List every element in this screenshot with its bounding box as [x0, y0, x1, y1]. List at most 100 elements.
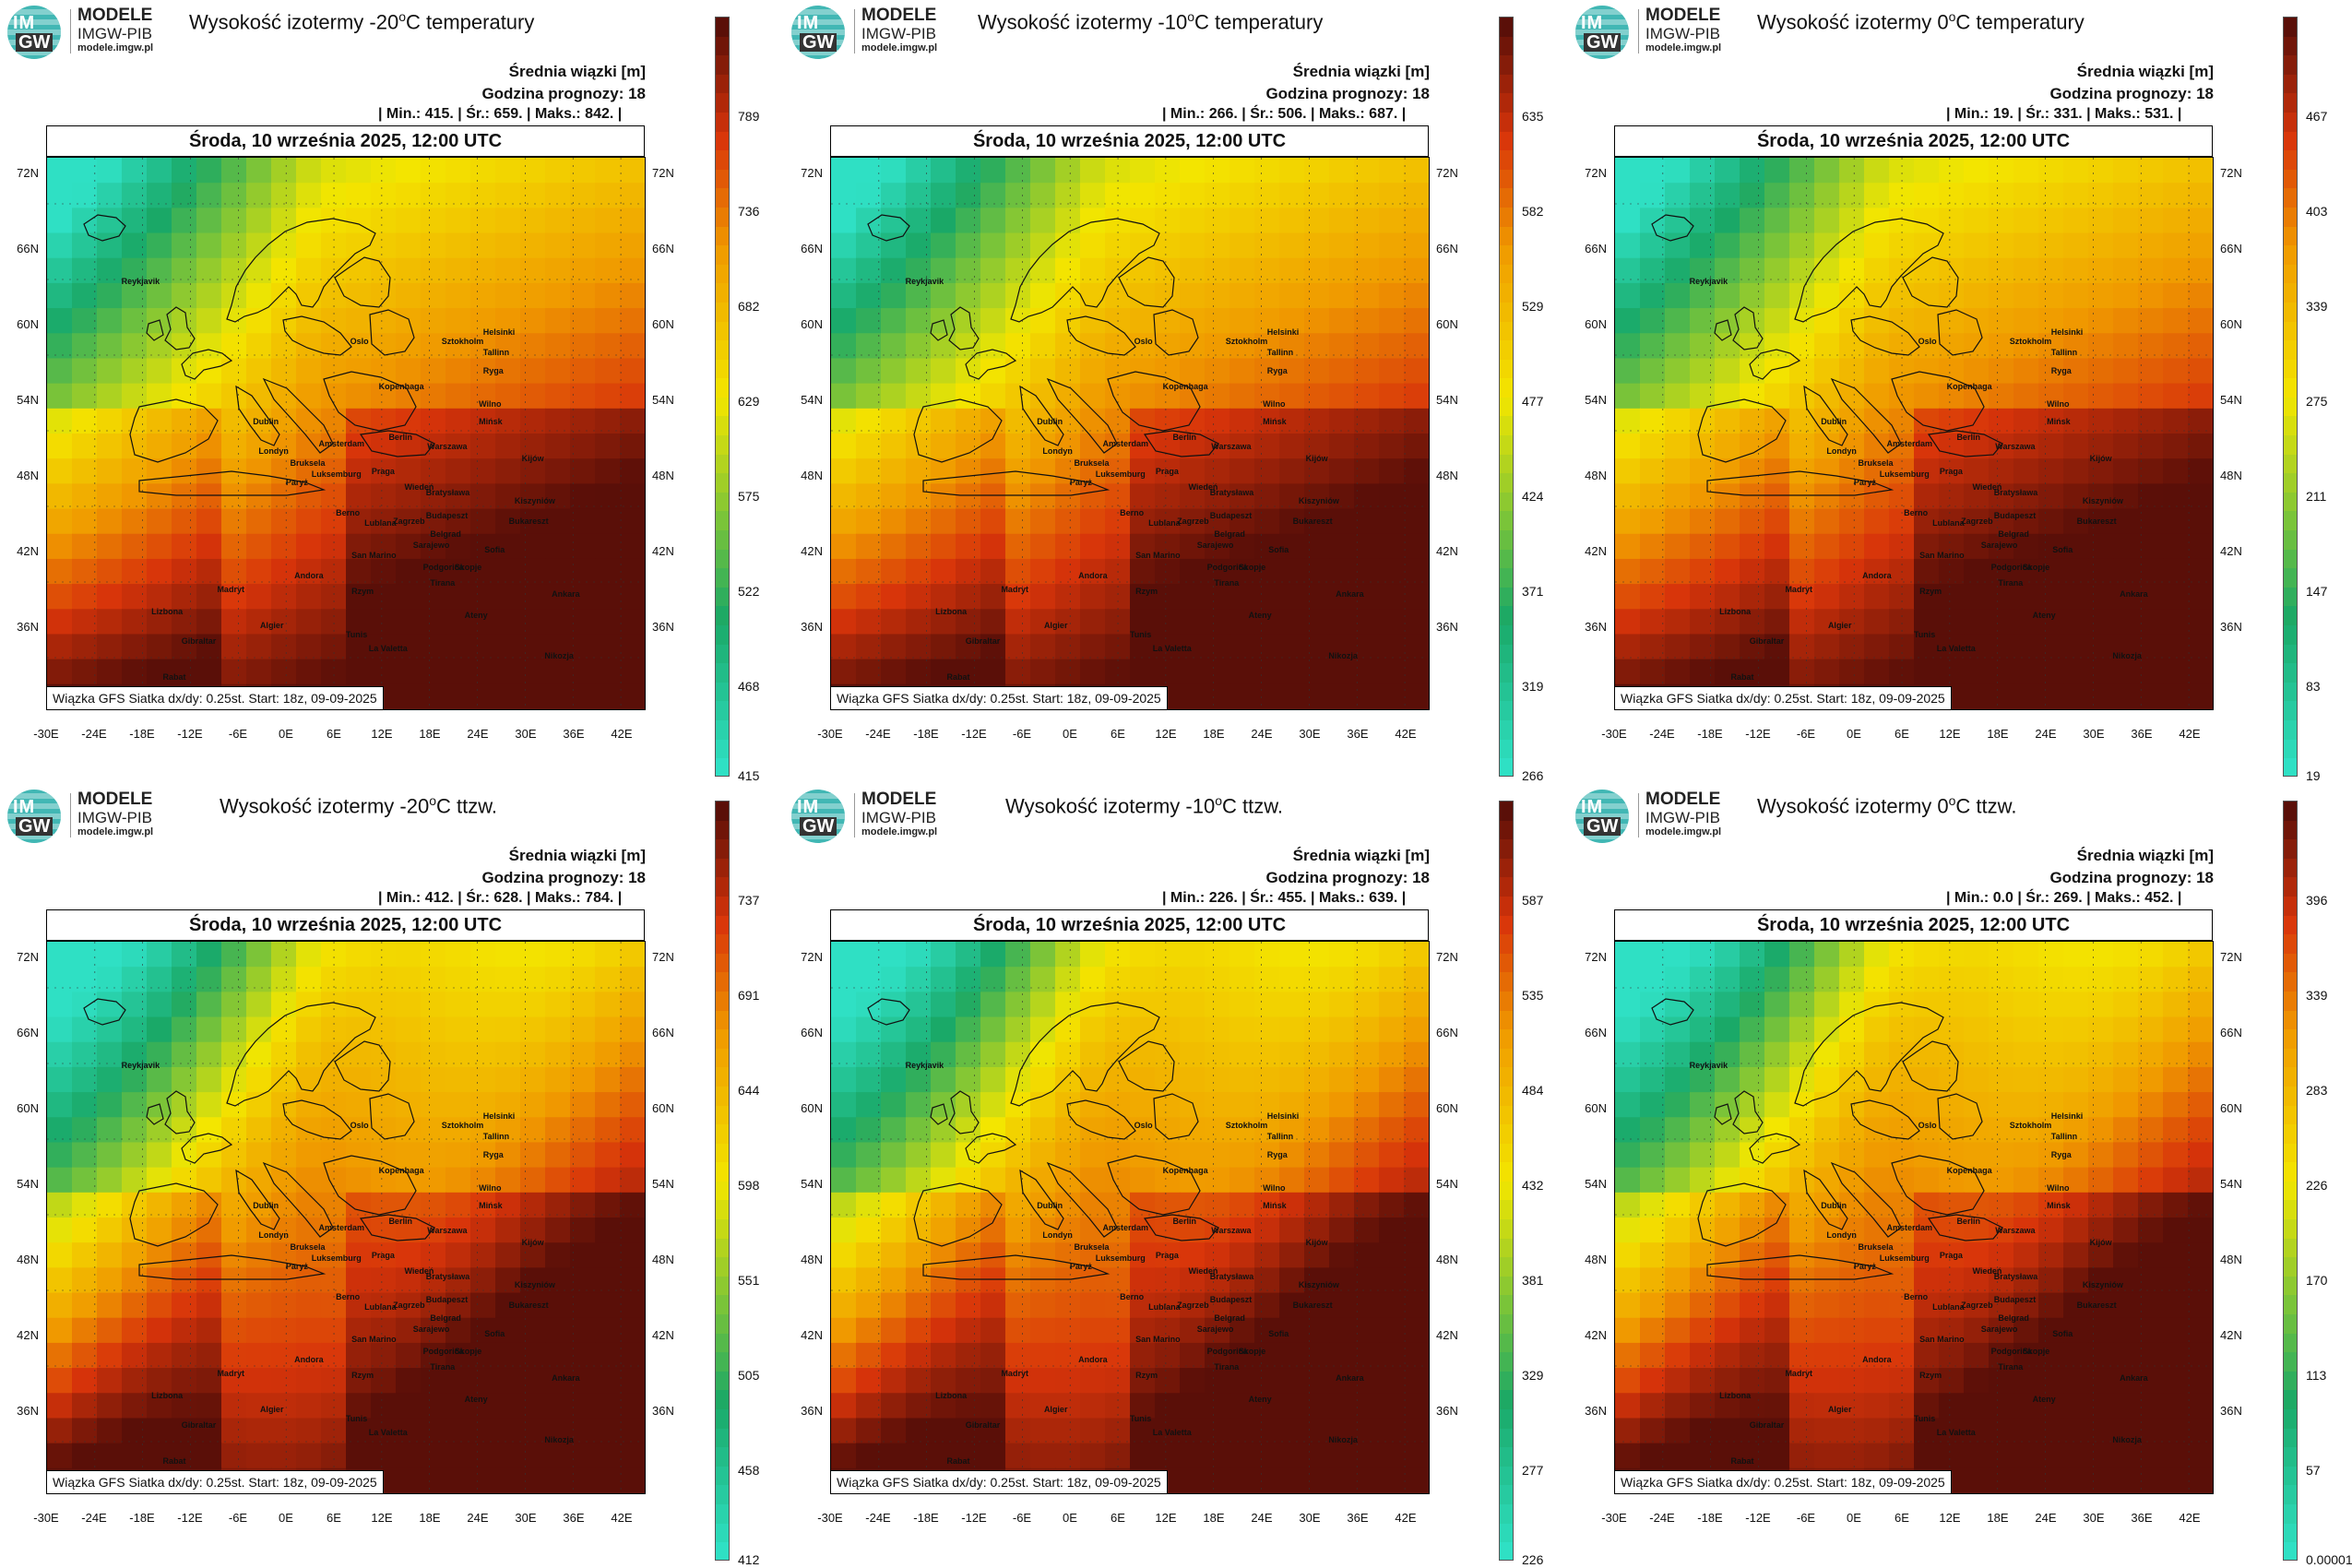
imgw-logo[interactable]: IM GW MODELE IMGW-PIB modele.imgw.pl [1568, 0, 1743, 65]
imgw-logo[interactable]: IM GW MODELE IMGW-PIB modele.imgw.pl [784, 0, 959, 65]
field-cell [520, 308, 546, 335]
lat-tick-left: 66N [1585, 1026, 1607, 1039]
field-cell [1379, 383, 1405, 410]
colorbar-segment [716, 321, 729, 341]
field-cell [1354, 408, 1380, 434]
map-area[interactable]: Reykjavik Oslo Sztokholm Helsinki Tallinn Ryg… [830, 157, 1430, 710]
field-cell [147, 558, 172, 586]
colorbar-segment [2284, 1124, 2297, 1144]
field-cell [246, 458, 272, 485]
lon-tick: -30E [817, 1511, 843, 1525]
field-cell [296, 232, 322, 259]
map-area[interactable]: Reykjavik Oslo Sztokholm Helsinki Tallinn Ryg… [830, 941, 1430, 1494]
title-prefix: Wysokość izotermy -10 [978, 10, 1188, 34]
city-label: Amsterdam [1886, 1223, 1933, 1233]
field-cell [97, 308, 123, 335]
map-area[interactable]: Reykjavik Oslo Sztokholm Helsinki Tallinn Ryg… [1614, 941, 2214, 1494]
field-cell [445, 308, 471, 335]
colorbar-segment [1500, 321, 1513, 341]
field-cell [296, 408, 322, 434]
colorbar-segment [716, 36, 729, 56]
field-cell [1080, 333, 1106, 360]
coastline-path [1714, 1103, 1732, 1125]
field-cell [906, 158, 932, 184]
field-cell [421, 408, 446, 434]
lon-tick: -18E [129, 1511, 155, 1525]
field-cell [221, 483, 247, 510]
imgw-logo[interactable]: IM GW MODELE IMGW-PIB modele.imgw.pl [1568, 784, 1743, 849]
logo-divider [70, 9, 71, 53]
map-area[interactable]: Reykjavik Oslo Sztokholm Helsinki Tallinn Ryg… [46, 157, 646, 710]
city-label: Amsterdam [318, 1223, 365, 1233]
field-cell [931, 282, 956, 310]
field-cell [1205, 383, 1230, 410]
field-cell [1229, 308, 1255, 335]
field-cell [1404, 232, 1429, 259]
colorbar-segment [2284, 1409, 2297, 1429]
field-cell [856, 358, 882, 385]
field-cell [72, 458, 98, 485]
city-label: San Marino [1135, 551, 1181, 561]
colorbar-segment [716, 1485, 729, 1504]
colorbar-segment [1500, 1466, 1513, 1486]
coastline-path [1749, 1133, 1801, 1164]
colorbar-segment [2284, 340, 2297, 360]
field-cell [172, 533, 197, 560]
imgw-logo[interactable]: IM GW MODELE IMGW-PIB modele.imgw.pl [0, 0, 175, 65]
field-cell [906, 383, 932, 410]
field-cell [1080, 183, 1106, 209]
colorbar-segment [2284, 568, 2297, 588]
model-footnote: Wiązka GFS Siatka dx/dy: 0.25st. Start: … [46, 1470, 384, 1494]
field-cell [47, 483, 73, 510]
field-cell [196, 558, 222, 586]
field-cell [620, 232, 645, 259]
field-cell [122, 183, 148, 209]
colorbar-segment [716, 397, 729, 417]
coastline-path [323, 371, 417, 432]
colorbar-segment [1500, 1485, 1513, 1504]
colorbar-tick: 226 [2306, 1178, 2328, 1193]
field-cell [346, 659, 372, 685]
field-cell [296, 634, 322, 660]
colorbar-segment [2284, 1295, 2297, 1315]
map-area[interactable]: Reykjavik Oslo Sztokholm Helsinki Tallinn Ryg… [46, 941, 646, 1494]
field-cell [47, 183, 73, 209]
height-field [831, 158, 1429, 709]
city-label: Dublin [253, 416, 279, 426]
imgw-logo[interactable]: IM GW MODELE IMGW-PIB modele.imgw.pl [784, 784, 959, 849]
city-label: Rabat [946, 1456, 970, 1466]
field-cell [906, 232, 932, 259]
city-label: Berlin [1956, 1216, 1980, 1226]
imgw-logo[interactable]: IM GW MODELE IMGW-PIB modele.imgw.pl [0, 784, 175, 849]
field-cell [47, 434, 73, 460]
city-label: Berlin [388, 432, 412, 442]
field-cell [956, 183, 981, 209]
lon-tick: 6E [327, 727, 341, 741]
colorbar-segment [2284, 1219, 2297, 1239]
ensemble-mean-label: Średnia wiązki [m] [508, 63, 646, 80]
colorbar-segment [716, 530, 729, 550]
city-label: Bukareszt [1292, 517, 1333, 527]
lon-tick: -18E [129, 727, 155, 741]
lon-tick: -18E [1697, 1511, 1723, 1525]
field-cell [545, 634, 571, 660]
city-label: Kopenhaga [1162, 1166, 1208, 1176]
field-cell [246, 533, 272, 560]
lon-tick: -12E [961, 727, 987, 741]
colorbar-segment [2284, 644, 2297, 664]
field-cell [172, 408, 197, 434]
field-cell [495, 434, 521, 460]
city-label: Nikozja [544, 1434, 574, 1444]
city-label: Londyn [1826, 446, 1857, 457]
field-cell [445, 333, 471, 360]
city-label: Berno [1904, 1291, 1929, 1301]
field-cell [1329, 158, 1355, 184]
coastline-path [369, 309, 415, 356]
field-cell [520, 358, 546, 385]
lon-tick: 30E [515, 727, 537, 741]
colorbar-segment [1500, 953, 1513, 973]
lon-tick: -12E [1745, 727, 1771, 741]
field-cell [221, 383, 247, 410]
map-area[interactable]: Reykjavik Oslo Sztokholm Helsinki Tallinn Ryg… [1614, 157, 2214, 710]
field-cell [321, 533, 347, 560]
